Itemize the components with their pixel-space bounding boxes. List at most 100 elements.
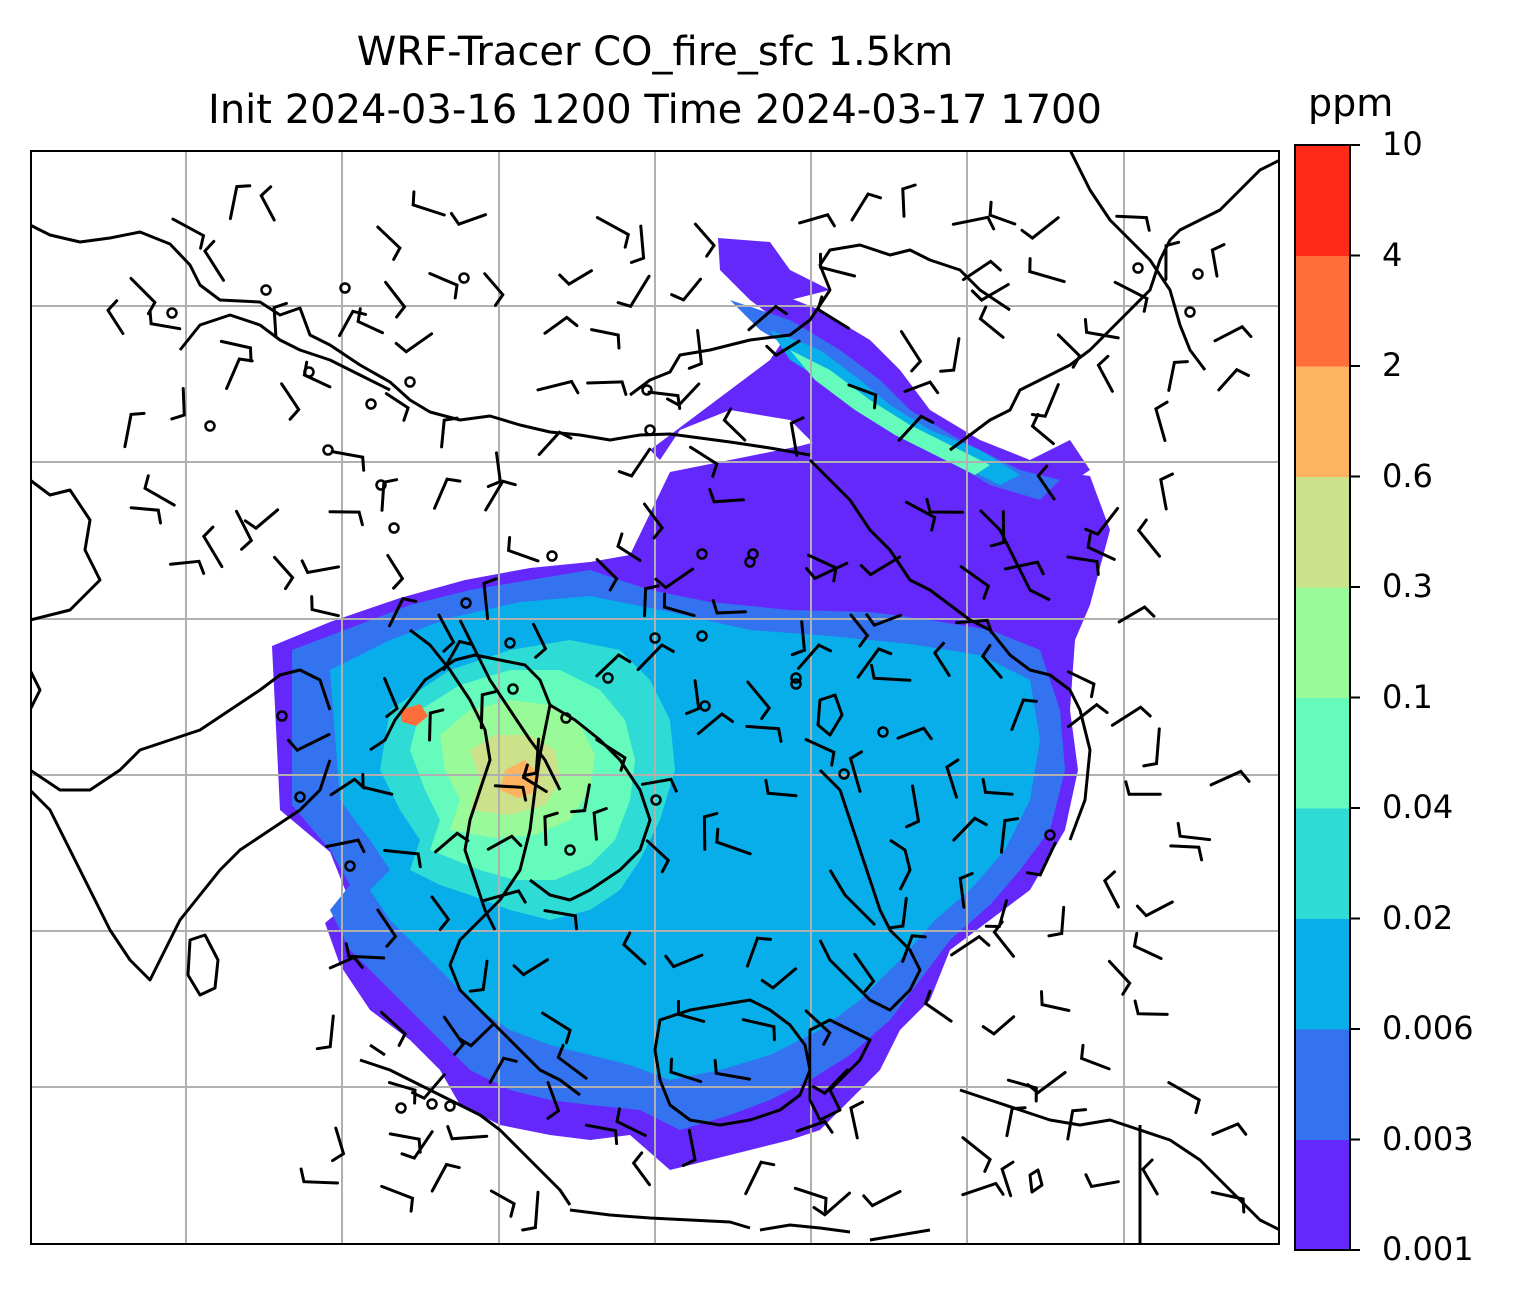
wind-barb: [259, 185, 276, 222]
wind-barb: [310, 595, 340, 618]
wind-barb: [615, 1107, 647, 1137]
colorbar-tick-label: 0.04: [1382, 788, 1454, 826]
wind-barb: [1133, 999, 1169, 1016]
wind-barb: [904, 500, 937, 532]
wind-barb: [1115, 214, 1151, 232]
map-title-line-1: WRF-Tracer CO_fire_sfc 1.5km: [356, 29, 954, 75]
wind-barb: [543, 315, 579, 335]
colorbar-tick-label: 0.001: [1382, 1230, 1474, 1268]
calm-wind-circle: [1044, 829, 1056, 841]
wind-barb: [512, 958, 549, 977]
wind-barb: [170, 387, 186, 421]
calm-wind-circle: [404, 376, 416, 388]
map-frame: [30, 150, 1280, 1245]
wind-barb: [458, 1022, 495, 1048]
wind-barb: [961, 1136, 992, 1173]
wind-barb: [798, 213, 836, 228]
wind-barb: [595, 558, 619, 592]
colorbar-tick-label: 0.02: [1382, 898, 1454, 937]
wind-barb: [302, 360, 332, 389]
wind-barb: [952, 816, 988, 842]
wind-barb: [219, 339, 253, 363]
wind-barb: [945, 758, 960, 799]
colorbar-segment: [1295, 255, 1350, 367]
calm-wind-circle: [1192, 268, 1204, 280]
calm-wind-circle: [650, 794, 662, 806]
wind-barb: [1107, 959, 1132, 996]
wind-barb: [760, 967, 798, 990]
wind-barb: [383, 677, 399, 718]
wind-barb: [713, 1058, 751, 1081]
wind-barb: [789, 416, 805, 457]
wind-barb: [595, 738, 627, 772]
wind-barb: [1124, 780, 1162, 796]
wind-barb: [482, 577, 498, 620]
coastline-sumatra: [359, 1043, 572, 1206]
wind-barb: [1056, 333, 1082, 369]
wind-barb: [793, 1186, 828, 1213]
wind-barb: [1005, 1106, 1027, 1138]
wind-barb: [356, 307, 384, 335]
wind-barb: [662, 592, 696, 618]
wind-barb: [543, 811, 559, 847]
wind-barb: [558, 269, 593, 286]
wind-barb: [556, 1043, 588, 1080]
wind-barb: [1113, 280, 1149, 313]
wind-barb: [148, 309, 182, 331]
wind-barb: [201, 525, 224, 569]
wind-barb: [741, 1018, 776, 1042]
wind-barb: [853, 952, 876, 993]
wind-barb: [765, 339, 801, 358]
wind-barb: [1010, 698, 1038, 731]
colorbar-tick-label: 0.6: [1382, 456, 1433, 495]
wind-barb: [988, 200, 1017, 226]
wind-barb: [446, 1125, 489, 1141]
wind-barb: [992, 920, 1015, 958]
wind-barb: [442, 1015, 466, 1056]
wind-barb: [1066, 555, 1100, 576]
calm-wind-circle: [564, 844, 576, 856]
wind-barb: [1117, 605, 1156, 624]
calm-wind-circle: [546, 550, 558, 562]
wind-barb: [901, 934, 927, 963]
calm-wind-circle: [276, 710, 288, 722]
calm-wind-circle: [790, 678, 802, 690]
map-panel: [30, 150, 1280, 1245]
wind-barb: [865, 613, 902, 628]
wind-barb: [570, 783, 591, 814]
wind-barb: [1025, 841, 1057, 877]
wind-barb: [484, 479, 517, 512]
wind-barb: [394, 332, 434, 354]
wind-barb: [616, 274, 651, 309]
wind-barb: [536, 379, 580, 395]
coastline-sulawesi: [808, 1018, 872, 1122]
wind-barb: [388, 597, 418, 628]
wind-barb: [488, 1056, 518, 1084]
wind-barb: [546, 1081, 561, 1120]
colorbar-tick-label: 0.006: [1382, 1009, 1474, 1047]
wind-barb: [489, 1189, 516, 1218]
wind-barb: [925, 497, 964, 514]
calm-wind-circle: [560, 712, 572, 724]
wind-barb: [521, 1190, 540, 1232]
calm-wind-circle: [426, 1098, 438, 1110]
wind-barb: [856, 647, 893, 679]
wind-barb: [479, 690, 497, 730]
wind-barb: [847, 383, 878, 410]
calm-wind-circle: [365, 398, 377, 410]
wind-barb: [670, 277, 702, 302]
wind-barb: [299, 1167, 339, 1185]
wind-barb: [955, 618, 994, 635]
calm-wind-circle: [649, 632, 661, 644]
wind-barb: [722, 407, 747, 442]
wind-barb: [584, 1123, 619, 1146]
calm-wind-circle: [644, 424, 656, 436]
wind-barb: [338, 309, 368, 338]
calm-wind-circle: [790, 672, 802, 684]
calm-wind-circle: [699, 700, 711, 712]
calm-wind-circle: [395, 1102, 407, 1114]
wind-barb: [687, 329, 704, 370]
wind-barb: [430, 895, 451, 931]
wind-barb: [901, 183, 917, 218]
wind-barb: [978, 305, 1005, 339]
